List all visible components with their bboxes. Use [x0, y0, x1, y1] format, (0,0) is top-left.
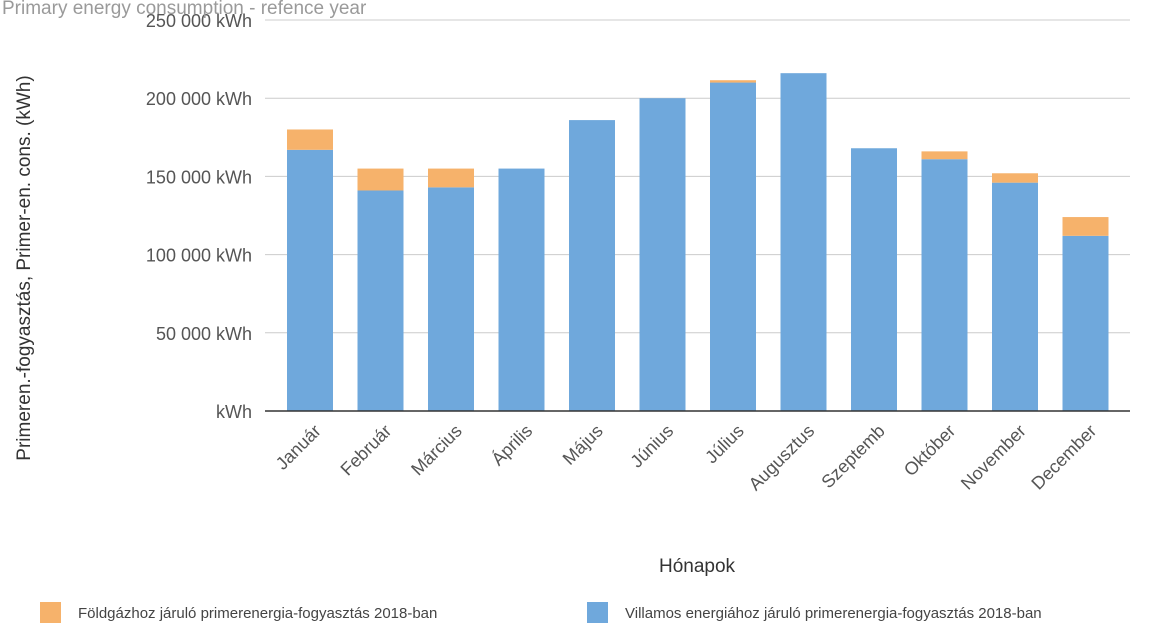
bar-electricity — [569, 120, 615, 411]
x-tick-label: Szeptemb — [817, 421, 888, 492]
bar-electricity — [357, 190, 404, 411]
bar-electricity — [287, 149, 333, 411]
bar-natural-gas — [710, 80, 756, 83]
y-tick-label: 50 000 kWh — [156, 324, 252, 344]
bar-natural-gas — [1062, 217, 1109, 236]
x-tick-label: Április — [488, 421, 537, 470]
bar-natural-gas — [357, 168, 404, 191]
bar-electricity — [921, 159, 968, 411]
bars — [287, 73, 1109, 412]
y-tick-labels: kWh 50 000 kWh 100 000 kWh 150 000 kWh 200 0… — [146, 11, 252, 422]
x-tick-label: Január — [272, 421, 325, 474]
bar-electricity — [851, 148, 897, 412]
bar-natural-gas — [287, 129, 333, 150]
bar-natural-gas — [921, 151, 968, 160]
y-tick-label: 100 000 kWh — [146, 246, 252, 266]
bar-electricity — [428, 187, 474, 411]
x-axis-title: Hónapok — [659, 556, 736, 577]
legend-label: Villamos energiához járuló primerenergia… — [625, 605, 1042, 622]
bar-electricity — [780, 73, 827, 412]
x-tick-label: Július — [701, 421, 748, 468]
legend: Földgázhoz járuló primerenergia-fogyaszt… — [40, 602, 1042, 623]
x-tick-label: Augusztus — [745, 421, 819, 495]
grid-lines — [265, 19, 1130, 334]
bar-electricity — [639, 98, 686, 411]
bar-natural-gas — [428, 168, 474, 188]
bar-electricity — [1062, 235, 1109, 411]
x-tick-label: Október — [900, 421, 959, 480]
bar-electricity — [992, 182, 1038, 411]
x-tick-label: November — [957, 421, 1030, 494]
x-tick-labels: Január Február Március Április Május Június Jú… — [272, 421, 1101, 495]
y-tick-label: 250 000 kWh — [146, 11, 252, 31]
bar-electricity — [710, 82, 756, 411]
x-tick-label: Június — [626, 421, 677, 472]
y-tick-label: kWh — [216, 402, 252, 422]
x-tick-label: December — [1027, 421, 1100, 494]
legend-swatch — [587, 602, 608, 623]
y-tick-label: 150 000 kWh — [146, 167, 252, 187]
legend-swatch — [40, 602, 61, 623]
bar-natural-gas — [992, 173, 1038, 183]
y-tick-label: 200 000 kWh — [146, 89, 252, 109]
x-tick-label: Május — [559, 421, 607, 469]
bar-electricity — [498, 168, 545, 411]
y-axis-title: Primeren.-fogyasztás, Primer-en. cons. (… — [14, 75, 35, 460]
x-tick-label: Március — [407, 421, 466, 480]
x-tick-label: Február — [337, 421, 396, 480]
chart-title: Primary energy consumption - refence yea… — [2, 0, 367, 19]
legend-label: Földgázhoz járuló primerenergia-fogyaszt… — [78, 605, 437, 622]
